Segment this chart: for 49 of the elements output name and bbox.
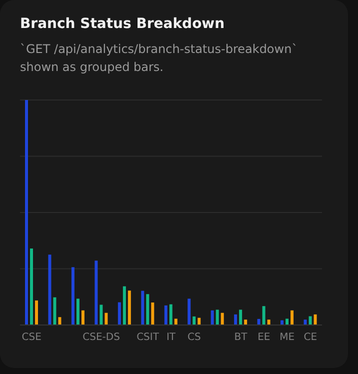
chart-subtitle: `GET /api/analytics/branch-status-breakdown` shown as grouped bars. — [20, 41, 299, 76]
bar — [174, 318, 178, 325]
bar — [314, 314, 317, 325]
bar — [76, 298, 80, 325]
bar — [188, 298, 191, 325]
bar — [53, 297, 56, 325]
x-tick-label: CSIT — [136, 332, 160, 344]
bar — [164, 305, 168, 325]
x-tick-label: ME — [280, 332, 295, 344]
bar — [290, 310, 294, 325]
bar — [308, 316, 312, 325]
bar — [118, 302, 121, 325]
bar — [234, 314, 238, 325]
bar — [262, 306, 266, 325]
bar — [30, 248, 33, 325]
bar — [100, 304, 103, 325]
bar — [210, 310, 214, 325]
bar — [267, 320, 270, 325]
x-tick-label: EE — [258, 332, 270, 344]
bar — [220, 312, 224, 325]
bar — [146, 294, 150, 325]
bar — [304, 320, 307, 325]
bar — [25, 100, 28, 325]
bar — [244, 320, 248, 325]
bar — [71, 267, 74, 325]
bar — [128, 290, 131, 325]
x-tick-label: CSE — [22, 332, 42, 344]
chart-title: Branch Status Breakdown — [20, 16, 225, 32]
x-tick-label: CS — [188, 332, 201, 344]
bar — [35, 300, 38, 325]
bar — [257, 318, 260, 325]
bar — [141, 290, 144, 325]
bar — [286, 318, 289, 325]
x-tick-label: CE — [304, 332, 318, 344]
bar — [58, 317, 62, 325]
bar — [48, 254, 52, 325]
bar — [94, 260, 98, 325]
bar — [122, 286, 126, 325]
bar — [169, 304, 172, 325]
bar — [239, 310, 242, 325]
bar — [151, 302, 154, 325]
x-tick-label: CSE-DS — [82, 332, 120, 344]
x-tick-label: IT — [166, 332, 176, 344]
bar — [192, 316, 196, 325]
bar — [198, 318, 201, 325]
bar — [81, 310, 84, 325]
bar — [104, 312, 108, 325]
x-tick-label: BT — [234, 332, 248, 344]
bar — [216, 310, 219, 325]
